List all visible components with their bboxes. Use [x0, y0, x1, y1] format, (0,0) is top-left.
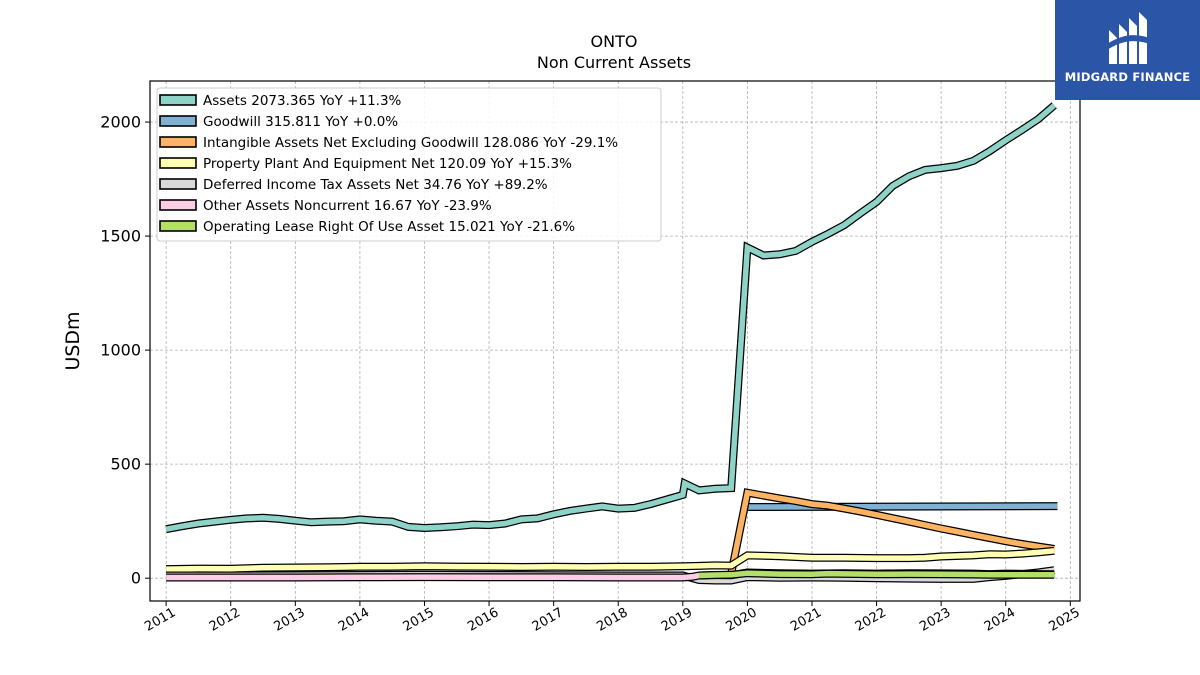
series-line: [165, 103, 1056, 532]
series-line: [747, 503, 1058, 510]
x-tick-label: 2015: [401, 605, 437, 635]
series-3: [166, 546, 1055, 574]
series-0: [165, 102, 1057, 534]
plot-frame: [149, 80, 1081, 602]
x-tick-label: 2023: [917, 605, 953, 635]
legend-entry: Deferred Income Tax Assets Net 34.76 YoY…: [203, 177, 548, 193]
x-tick-label: 2020: [724, 605, 760, 635]
series-1: [747, 502, 1058, 511]
legend-entry: Assets 2073.365 YoY +11.3%: [203, 93, 402, 109]
y-tick-label: 1000: [100, 341, 141, 360]
x-tick-label: 2025: [1046, 605, 1082, 635]
legend-entry: Goodwill 315.811 YoY +0.0%: [203, 114, 398, 130]
legend-entry: Operating Lease Right Of Use Asset 15.02…: [203, 219, 575, 235]
y-tick-label: 2000: [100, 113, 141, 132]
series-line: [728, 489, 1055, 575]
legend-swatch: [159, 220, 197, 232]
x-tick-label: 2012: [207, 605, 243, 635]
legend-entry: Intangible Assets Net Excluding Goodwill…: [203, 135, 618, 151]
chart-title: ONTO: [591, 32, 638, 51]
series-2: [727, 488, 1055, 575]
x-tick-label: 2013: [271, 605, 307, 635]
x-tick-label: 2014: [336, 605, 372, 635]
legend-swatch: [159, 136, 197, 148]
x-tick-label: 2017: [530, 605, 566, 635]
series-layer: [165, 102, 1058, 585]
series-line: [698, 570, 1055, 579]
legend: Assets 2073.365 YoY +11.3% Goodwill 315.8…: [156, 87, 662, 242]
logo-mark-icon: [1107, 12, 1149, 64]
legend-entry: Property Plant And Equipment Net 120.09 …: [203, 156, 572, 172]
chart-subtitle: Non Current Assets: [537, 53, 691, 72]
legend-swatch: [159, 178, 197, 190]
x-tick-label: 2024: [982, 605, 1018, 635]
legend-swatch: [159, 157, 197, 169]
x-axis: 2011 2012 2013 2014 2015 2016 2017 2018 2019 2020…: [142, 601, 1083, 635]
legend-swatch: [159, 94, 197, 106]
y-axis: 0 500 1000 1500 2000: [100, 113, 150, 588]
x-tick-label: 2018: [594, 605, 630, 635]
y-tick-label: 500: [110, 455, 141, 474]
series-6: [698, 569, 1055, 580]
y-tick-label: 1500: [100, 227, 141, 246]
legend-box: [156, 87, 662, 242]
x-tick-label: 2011: [142, 605, 178, 635]
x-tick-label: 2021: [788, 605, 824, 635]
legend-swatch: [159, 115, 197, 127]
legend-swatch: [159, 199, 197, 211]
y-axis-label: USDm: [62, 311, 84, 370]
legend-entry: Other Assets Noncurrent 16.67 YoY -23.9%: [203, 198, 492, 214]
brand-logo: MIDGARD FINANCE: [1055, 0, 1200, 100]
y-tick-label: 0: [131, 569, 141, 588]
x-tick-label: 2019: [659, 605, 695, 635]
x-tick-label: 2016: [465, 605, 501, 635]
logo-text: MIDGARD FINANCE: [1064, 70, 1191, 84]
x-tick-label: 2022: [853, 605, 889, 635]
series-line: [166, 548, 1055, 572]
